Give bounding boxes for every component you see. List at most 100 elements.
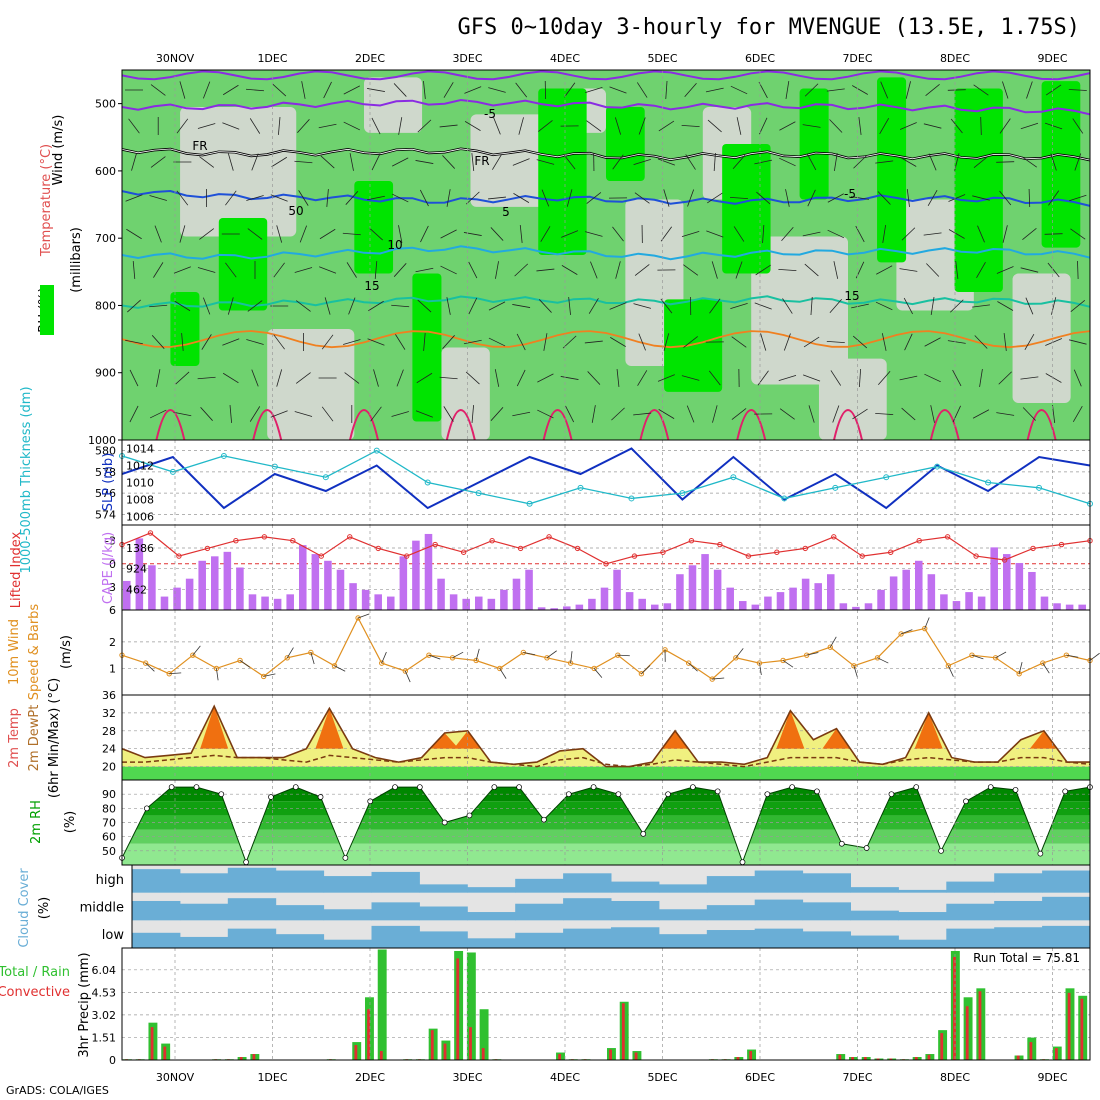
rh2m-point xyxy=(1062,788,1069,795)
wind-barb xyxy=(197,267,216,273)
wind-barb xyxy=(368,300,384,312)
wind-barb xyxy=(1073,369,1082,387)
cloud-cell-low xyxy=(850,935,899,948)
rh2m-point xyxy=(491,784,498,790)
wind-barb xyxy=(1045,373,1062,383)
wind-barb xyxy=(197,376,216,380)
precip-frame xyxy=(121,947,1091,1061)
series-Thickness xyxy=(121,449,1091,505)
cloud-cell-middle xyxy=(227,898,277,921)
rh2m-point xyxy=(143,805,150,812)
wind-barb xyxy=(1069,194,1087,202)
day-label-bottom: 2DEC xyxy=(355,1071,385,1084)
rh2m-point xyxy=(665,791,671,798)
contour-label: 10 xyxy=(387,238,402,252)
contour-10 xyxy=(121,245,1091,261)
wind-barb xyxy=(1026,81,1033,99)
wind-barb xyxy=(612,154,624,170)
rh2m-point xyxy=(392,784,398,790)
wind-barb xyxy=(901,407,916,421)
wind-barb xyxy=(342,232,361,236)
wind-barb xyxy=(906,189,910,207)
rh-high-patch xyxy=(538,88,587,255)
cape-bar xyxy=(638,598,646,610)
cloud-cell-low xyxy=(227,928,277,948)
contour-25 xyxy=(349,409,379,441)
wind10-point xyxy=(780,657,786,664)
ytick-thickness: 574 xyxy=(95,508,116,521)
rh-high-patch xyxy=(664,299,723,392)
ytick-temp2m: 36 xyxy=(102,689,116,702)
wind-barb xyxy=(585,86,603,94)
wind-barb xyxy=(808,405,815,423)
day-label-top: 6DEC xyxy=(745,52,775,65)
wind-barb xyxy=(563,154,576,170)
ylabel-cloud-b: (%) xyxy=(37,897,52,920)
wind-barb xyxy=(829,119,843,133)
cloud-cell-high xyxy=(850,887,899,893)
rh2m-point xyxy=(838,840,845,847)
cape-bar xyxy=(537,607,546,610)
wind-barb xyxy=(803,374,821,382)
ylabel-rh2m-b: (%) xyxy=(63,811,78,834)
cape-bar xyxy=(525,569,533,610)
precip-total-bar xyxy=(377,949,387,1060)
ylabel-thickness: 1000-500mb Thickness (dm) xyxy=(19,386,34,573)
wind-barb xyxy=(345,191,359,205)
cape-bar xyxy=(915,560,923,610)
contour-25 xyxy=(1026,409,1057,441)
wind-barb xyxy=(900,157,917,167)
cape-bar xyxy=(286,594,294,610)
precip-conv-bar xyxy=(163,1046,167,1060)
wind-barb xyxy=(273,334,285,350)
wind-barb xyxy=(465,191,480,205)
rh-high-patch xyxy=(954,88,1003,292)
cape-bar xyxy=(889,576,898,610)
wind10-point xyxy=(969,652,975,658)
wind-barb xyxy=(952,369,962,387)
wind-barb xyxy=(227,297,234,315)
wind-barb xyxy=(782,298,793,314)
wind10-point xyxy=(520,649,527,656)
ytick-rh2m: 90 xyxy=(102,788,116,801)
cape-bar xyxy=(940,594,948,610)
wind-barb xyxy=(278,116,281,136)
wind-barb xyxy=(1072,118,1084,134)
wind-barb xyxy=(1052,405,1056,423)
wind-barb xyxy=(732,154,746,170)
wind10-point xyxy=(237,657,243,664)
thickness-point xyxy=(475,490,482,497)
thickness-point xyxy=(679,490,686,497)
thickness-point xyxy=(832,484,839,491)
cloud-cell-high xyxy=(132,869,181,893)
cape-bar xyxy=(801,578,810,610)
wind-barb xyxy=(468,261,478,279)
cape-bar xyxy=(588,598,596,610)
contour-label: -5 xyxy=(844,187,856,201)
cape-bar xyxy=(1028,571,1036,610)
rh2m-point xyxy=(466,812,473,819)
cloud-cell-middle xyxy=(802,902,851,921)
rh2m-line xyxy=(121,786,1091,864)
ylabel-wind10-c: (m/s) xyxy=(59,635,74,669)
wind-barb xyxy=(301,81,306,99)
wind-barb xyxy=(756,191,771,205)
wind10-barb xyxy=(1089,652,1100,661)
rh-low-patch xyxy=(180,107,297,237)
ytick-li: -3 xyxy=(105,535,116,548)
li-point xyxy=(745,553,752,559)
contour-25 xyxy=(639,409,670,441)
day-label-bottom: 9DEC xyxy=(1037,1071,1067,1084)
rh-low-patch xyxy=(470,114,548,207)
contour-25 xyxy=(542,409,573,441)
rh2m-point xyxy=(416,784,423,790)
wind-barb xyxy=(634,264,650,276)
cloud-cell-low xyxy=(994,927,1043,948)
wind10-point xyxy=(426,652,432,658)
li-point xyxy=(318,553,324,559)
wind-barb xyxy=(735,261,743,279)
temp-peak-fill xyxy=(430,733,459,749)
wind10-barb xyxy=(617,654,630,657)
cloud-cell-high xyxy=(515,878,564,893)
rh2m-point xyxy=(640,830,647,837)
